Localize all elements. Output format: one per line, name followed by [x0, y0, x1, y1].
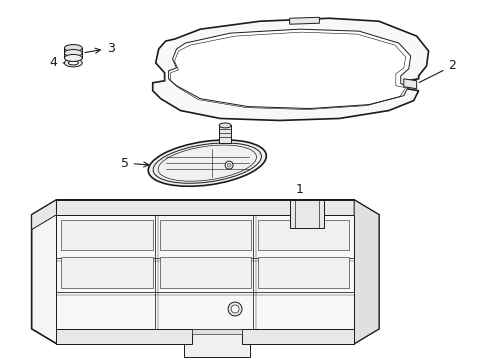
Text: 4: 4: [49, 57, 78, 69]
Ellipse shape: [219, 123, 231, 128]
Polygon shape: [32, 200, 378, 344]
Text: 1: 1: [295, 183, 308, 212]
Polygon shape: [257, 220, 348, 251]
Polygon shape: [403, 79, 416, 89]
Ellipse shape: [64, 59, 82, 67]
Polygon shape: [160, 257, 250, 288]
Polygon shape: [61, 257, 152, 288]
Text: 3: 3: [85, 41, 115, 54]
Polygon shape: [56, 215, 353, 329]
Text: 2: 2: [418, 59, 455, 82]
Polygon shape: [353, 200, 378, 344]
Polygon shape: [152, 18, 427, 121]
Ellipse shape: [148, 140, 266, 186]
Circle shape: [224, 161, 233, 169]
Polygon shape: [160, 220, 250, 251]
Polygon shape: [257, 257, 348, 288]
Polygon shape: [56, 200, 353, 215]
Polygon shape: [192, 329, 242, 334]
Text: 5: 5: [121, 157, 148, 170]
Circle shape: [228, 302, 242, 316]
Polygon shape: [168, 29, 410, 109]
Ellipse shape: [64, 45, 82, 51]
Ellipse shape: [64, 54, 82, 62]
Polygon shape: [32, 200, 56, 230]
Circle shape: [231, 305, 239, 313]
Polygon shape: [289, 200, 324, 228]
Ellipse shape: [153, 143, 261, 183]
Polygon shape: [219, 125, 231, 143]
Polygon shape: [289, 17, 319, 24]
Ellipse shape: [158, 145, 256, 181]
Polygon shape: [61, 220, 152, 251]
Polygon shape: [56, 329, 353, 344]
Ellipse shape: [64, 50, 82, 57]
Ellipse shape: [68, 61, 78, 65]
Circle shape: [226, 163, 231, 167]
Polygon shape: [184, 329, 249, 357]
